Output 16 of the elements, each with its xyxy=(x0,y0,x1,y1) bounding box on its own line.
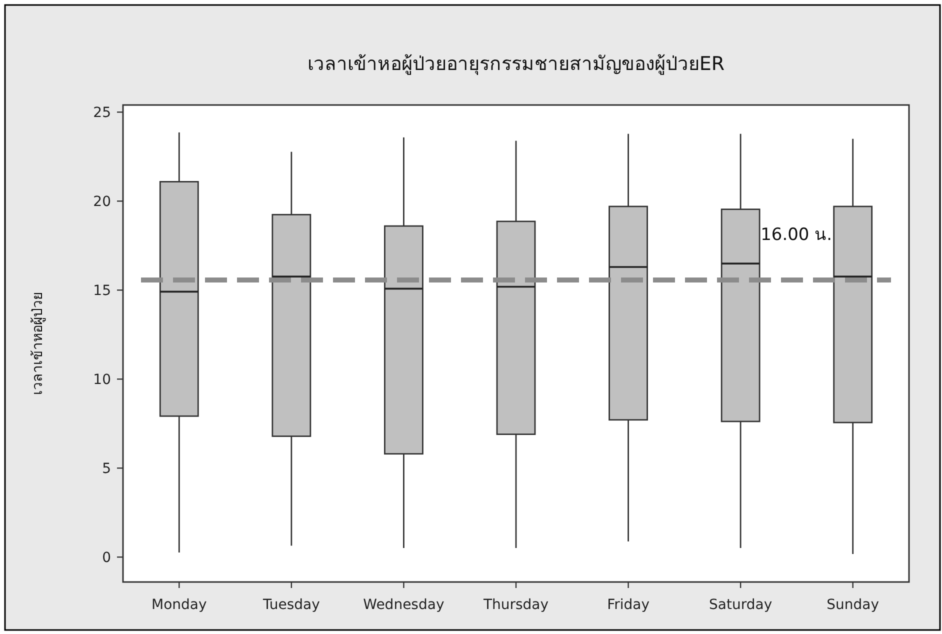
y-tick-label: 5 xyxy=(102,461,111,478)
chart-title: เวลาเข้าหอผู้ป่วยอายุรกรรมชายสามัญของผู้ป่วยER xyxy=(307,53,725,76)
y-tick-label: 20 xyxy=(93,194,111,210)
ref-line-label: 16.00 น. xyxy=(760,224,832,245)
x-tick-label: Monday xyxy=(152,597,207,613)
y-tick-label: 25 xyxy=(93,105,111,122)
x-tick-label: Thursday xyxy=(482,597,549,613)
x-tick-label: Friday xyxy=(607,597,650,613)
x-tick-label: Tuesday xyxy=(262,597,320,613)
x-tick-label: Saturday xyxy=(709,597,772,613)
x-tick-label: Sunday xyxy=(826,597,880,613)
y-tick-label: 0 xyxy=(102,550,111,566)
y-axis-title: เวลาเข้าหอผู้ป่วย xyxy=(30,292,46,395)
y-tick-label: 10 xyxy=(93,372,111,388)
y-tick-label: 15 xyxy=(93,283,111,300)
x-tick-label: Wednesday xyxy=(363,597,444,613)
